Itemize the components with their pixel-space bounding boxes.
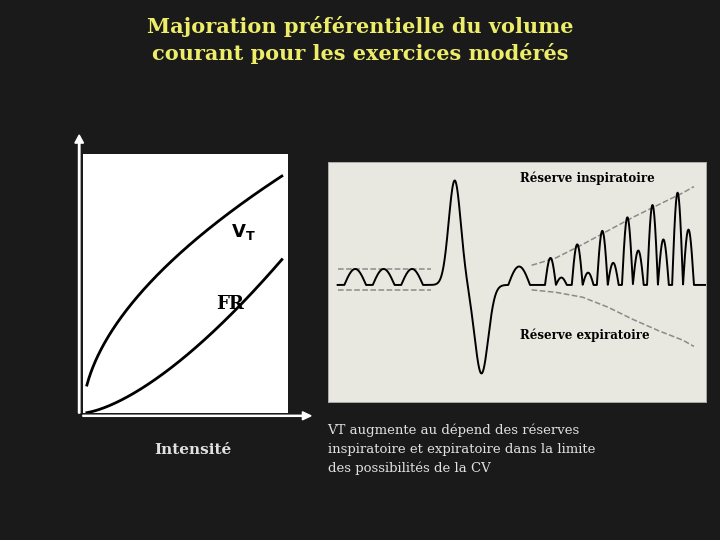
Text: $\mathbf{V}_\mathbf{T}$: $\mathbf{V}_\mathbf{T}$ (230, 222, 256, 242)
Text: Réserve inspiratoire: Réserve inspiratoire (521, 172, 655, 185)
Text: VT augmente au dépend des réserves
inspiratoire et expiratoire dans la limite
de: VT augmente au dépend des réserves inspi… (328, 424, 595, 475)
Text: Réserve expiratoire: Réserve expiratoire (521, 329, 650, 342)
Text: Intensité: Intensité (154, 443, 231, 457)
Text: Majoration préférentielle du volume
courant pour les exercices modérés: Majoration préférentielle du volume cour… (147, 16, 573, 64)
Text: FR: FR (216, 295, 244, 313)
